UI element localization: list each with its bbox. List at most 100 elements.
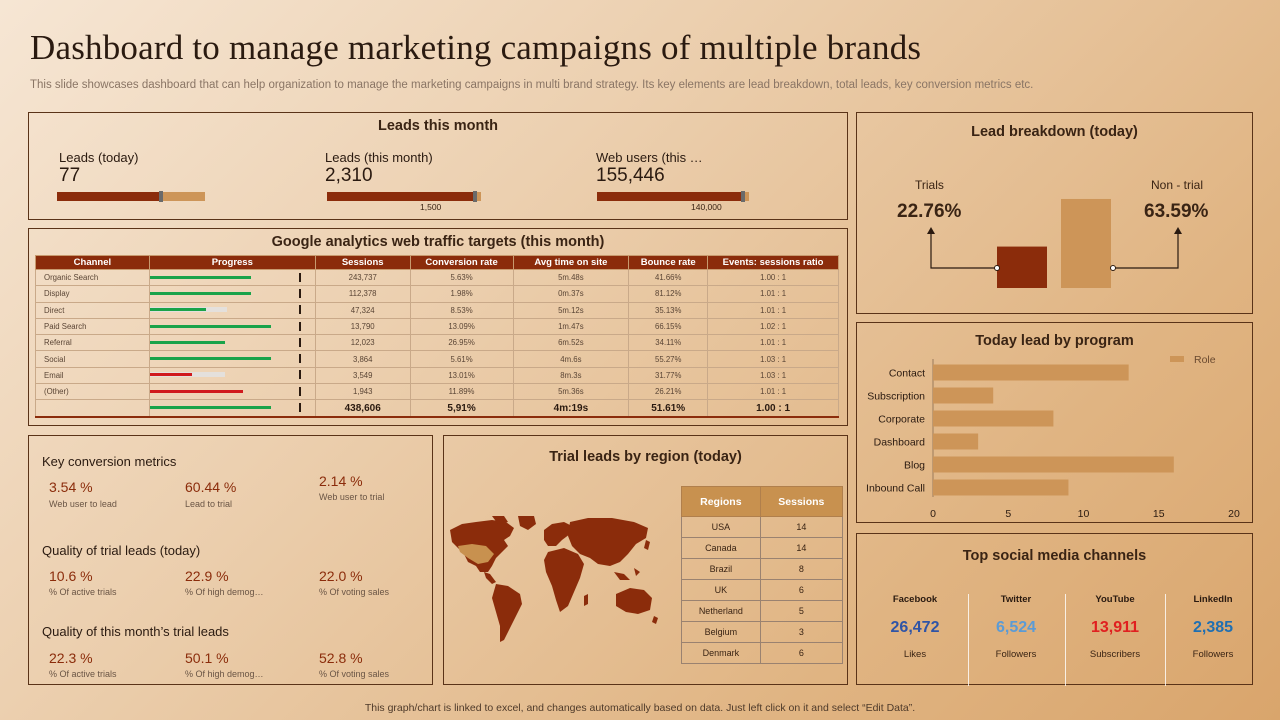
- ga-cell-avgtime: 6m.52s: [512, 334, 630, 352]
- ga-cell-conversion: 1.98%: [409, 285, 514, 303]
- bar-contact: [933, 364, 1129, 381]
- ga-cell-sessions: 3,549: [314, 366, 411, 385]
- ga-cell-bounce: 34.11%: [628, 334, 709, 352]
- ga-header-ratio: Events: sessions ratio: [707, 255, 839, 270]
- social-value: 2,385: [1192, 619, 1234, 636]
- ga-cell-conversion: 5.61%: [409, 350, 514, 368]
- ga-header-channel: Channel: [35, 255, 150, 270]
- metric-value: 22.9 %: [185, 568, 229, 584]
- social-divider: [1165, 594, 1166, 686]
- ga-cell-progress: [148, 301, 316, 319]
- ga-table-row: Organic Search 243,737 5.63% 5m.48s 41.66% 1.…: [35, 268, 839, 287]
- region-cell-name: Denmark: [681, 642, 761, 664]
- kpi-label-leads-today: Leads (today): [59, 150, 139, 165]
- ga-cell-channel: Referral: [35, 334, 150, 352]
- leads-panel: Leads this month Leads (today) 77 Leads …: [28, 112, 848, 220]
- ga-header-sessions: Sessions: [314, 255, 411, 270]
- category-label: Blog: [904, 460, 925, 472]
- ga-header-bounce: Bounce rate: [628, 255, 709, 270]
- trials-bar: [997, 246, 1047, 288]
- region-cell-name: Belgium: [681, 621, 761, 643]
- metrics-section-title: Quality of trial leads (today): [42, 543, 201, 558]
- ga-cell-channel: Email: [35, 366, 150, 385]
- ga-cell-channel: (Other): [35, 383, 150, 401]
- ga-cell-avgtime: 5m.12s: [512, 301, 630, 319]
- region-cell-sessions: 8: [759, 558, 844, 580]
- region-cell-sessions: 3: [759, 621, 844, 643]
- nontrial-value: 63.59%: [1144, 201, 1209, 222]
- region-table-row: Netherland 5: [681, 600, 844, 622]
- nontrial-arrow-icon: [1174, 227, 1182, 234]
- ga-cell-conversion: 5.63%: [409, 268, 514, 287]
- metric-label: % Of high demog…: [185, 669, 264, 679]
- metric-label: % Of high demog…: [185, 587, 264, 597]
- region-table-row: Belgium 3: [681, 621, 844, 643]
- ga-cell-bounce: 66.15%: [628, 317, 709, 336]
- kpi-label-web-users: Web users (this …: [596, 150, 703, 165]
- progress-bar: [149, 305, 314, 315]
- metric-label: Lead to trial: [185, 499, 233, 509]
- footer-note: This graph/chart is linked to excel, and…: [364, 702, 916, 714]
- metric-value: 60.44 %: [185, 479, 237, 495]
- region-cell-sessions: 14: [759, 516, 844, 538]
- region-cell-sessions: 5: [759, 600, 844, 622]
- region-title: Trial leads by region (today): [549, 449, 742, 465]
- region-cell-sessions: 14: [759, 537, 844, 559]
- progress-bar: [149, 386, 314, 397]
- region-table-row: Denmark 6: [681, 642, 844, 664]
- trials-arrow-icon: [927, 227, 935, 234]
- metric-label: % Of voting sales: [319, 587, 390, 597]
- social-value: 26,472: [890, 619, 940, 636]
- ga-cell-bounce: 41.66%: [628, 268, 709, 287]
- bar-subscription: [933, 387, 994, 404]
- ga-header-conversion: Conversion rate: [409, 255, 514, 270]
- progress-bar: [149, 272, 314, 283]
- ga-cell-conversion: 13.01%: [409, 366, 514, 385]
- category-label: Dashboard: [874, 437, 926, 449]
- ga-cell-sessions: 3,864: [314, 350, 411, 368]
- ga-cell-conversion: 26.95%: [409, 334, 514, 352]
- ga-cell-bounce: 31.77%: [628, 366, 709, 385]
- region-header-regions: Regions: [681, 486, 761, 517]
- metric-value: 22.3 %: [49, 650, 93, 666]
- social-divider: [1065, 594, 1066, 686]
- page-subtitle: This slide showcases dashboard that can …: [30, 79, 1034, 91]
- ga-header-progress: Progress: [148, 255, 316, 270]
- category-label: Inbound Call: [866, 483, 925, 495]
- kpi-value-leads-month: 2,310: [325, 165, 373, 186]
- ga-total-ratio: 1.00 : 1: [707, 399, 839, 418]
- bar-corporate: [933, 410, 1054, 427]
- ga-cell-conversion: 8.53%: [409, 301, 514, 319]
- bar-inbound-call: [933, 479, 1069, 496]
- nontrial-connector: [1113, 233, 1179, 269]
- ga-cell-ratio: 1.01 : 1: [707, 301, 839, 319]
- ga-table-row: Social 3,864 5.61% 4m.6s 55.27% 1.03 : 1: [35, 350, 839, 368]
- kpi-value-web-users: 155,446: [596, 165, 665, 186]
- program-chart: Role Contact Subscription Corporate Dashboar…: [866, 354, 1240, 520]
- metrics-panel: Key conversion metrics 3.54 % Web user t…: [28, 435, 433, 685]
- ga-table-row: Referral 12,023 26.95% 6m.52s 34.11% 1.01 : 1: [35, 334, 839, 352]
- breakdown-panel: Lead breakdown (today) Trials 22.76% Non…: [856, 112, 1253, 314]
- ga-cell-channel: [35, 399, 150, 418]
- ga-table-row: Paid Search 13,790 13.09% 1m.47s 66.15% 1.02 …: [35, 317, 839, 336]
- ga-cell-avgtime: 0m.37s: [512, 285, 630, 303]
- ga-table-row: (Other) 1,943 11.89% 5m.36s 26.21% 1.01 : 1: [35, 383, 839, 401]
- bar-blog: [933, 456, 1174, 473]
- metric-value: 2.14 %: [319, 473, 363, 489]
- ga-cell-bounce: 35.13%: [628, 301, 709, 319]
- ga-table: Channel Progress Sessions Conversion rat…: [35, 255, 839, 418]
- social-divider: [968, 594, 969, 686]
- ga-cell-avgtime: 1m.47s: [512, 317, 630, 336]
- social-name: YouTube: [1095, 594, 1135, 605]
- ga-cell-channel: Paid Search: [35, 317, 150, 336]
- ga-header-row: Channel Progress Sessions Conversion rat…: [35, 255, 839, 270]
- x-tick-label: 0: [930, 508, 936, 520]
- region-cell-sessions: 6: [759, 579, 844, 601]
- social-value: 13,911: [1090, 619, 1140, 636]
- ga-cell-avgtime: 5m.36s: [512, 383, 630, 401]
- progress-bar: [149, 354, 314, 364]
- nontrial-bar: [1061, 198, 1111, 288]
- progress-bar: [149, 337, 314, 348]
- kpi-bar-web-users: [597, 191, 749, 202]
- social-name: Facebook: [892, 594, 938, 605]
